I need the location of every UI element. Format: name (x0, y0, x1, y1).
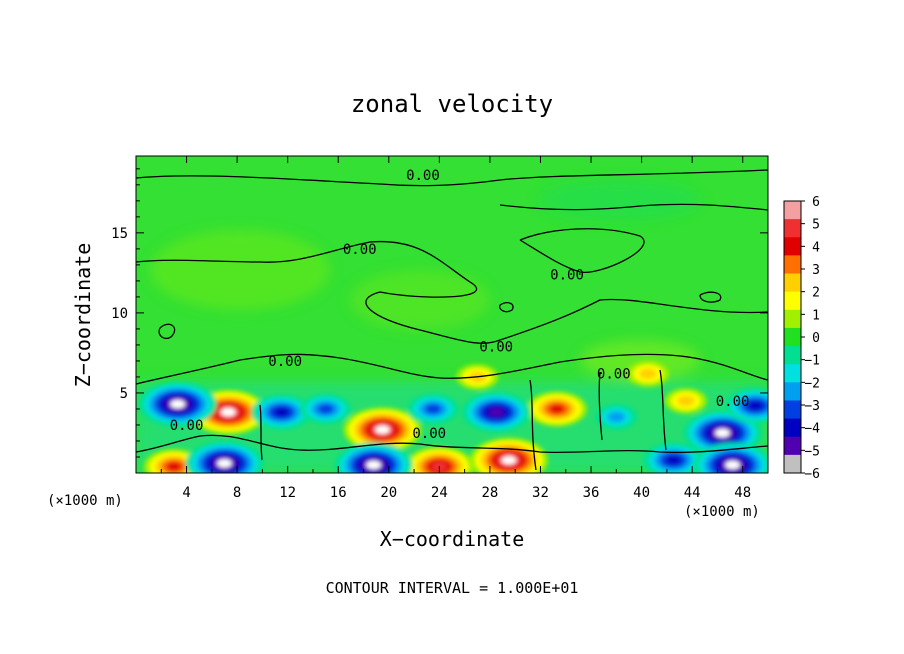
contour-label: 0.00 (412, 426, 446, 442)
velocity-feature-negative (725, 388, 768, 424)
colorbar-tick-label: 0 (812, 331, 820, 346)
x-tick-label: 20 (380, 485, 397, 501)
colorbar-swatch (784, 237, 801, 256)
colorbar-tick-label: 2 (812, 286, 820, 301)
colorbar-swatch (784, 291, 801, 311)
contour-label: 0.00 (479, 340, 513, 356)
x-tick-label: 48 (734, 485, 751, 501)
velocity-feature-positive (664, 388, 707, 414)
contour-line (699, 291, 722, 303)
x-axis-label: X−coordinate (380, 527, 525, 551)
colorbar-swatch (784, 219, 801, 238)
contour-label: 0.00 (406, 168, 440, 184)
y-tick-label: 5 (120, 386, 128, 402)
colorbar-swatch (784, 309, 801, 329)
contour-label: 0.00 (597, 367, 631, 383)
chart-title: zonal velocity (351, 90, 553, 118)
velocity-feature-negative (300, 393, 352, 425)
velocity-feature-negative (595, 404, 638, 430)
colorbar-tick-label: 5 (812, 218, 820, 233)
contour-line (529, 379, 537, 471)
colorbar-tick-label: 4 (812, 240, 820, 255)
x-axis: 4 8 12 16 20 24 28 32 36 40 44 48 (160, 156, 751, 501)
colorbar-swatch (784, 400, 801, 420)
colorbar-tick-label: −4 (804, 422, 820, 437)
contour-label: 0.00 (716, 394, 750, 410)
colorbar-swatch (784, 364, 801, 383)
colorbar-tick-label: 6 (812, 195, 820, 210)
contour-line (519, 228, 645, 273)
x-tick-label: 8 (233, 485, 241, 501)
x-unit-left: (×1000 m) (47, 493, 123, 509)
y-tick-label: 10 (111, 306, 128, 322)
contour-label: 0.00 (343, 242, 377, 258)
y-tick-label: 15 (111, 226, 128, 242)
contour-line (136, 169, 768, 187)
contour-label: 0.00 (268, 354, 302, 370)
colorbar-tick-label: 1 (812, 308, 820, 323)
x-tick-label: 28 (481, 485, 498, 501)
colorbar-tick-label: 3 (812, 263, 820, 278)
contour-label: 0.00 (170, 418, 204, 434)
contour-line (136, 434, 768, 454)
colorbar-swatch (784, 201, 801, 220)
contour-labels: 0.00 0.00 0.00 0.00 0.00 0.00 0.00 0.00 0.00 (170, 168, 750, 442)
heatmap-field (135, 155, 769, 474)
velocity-feature-positive (404, 446, 474, 473)
colorbar-tick-label: −5 (804, 444, 820, 459)
colorbar-swatch (784, 346, 801, 365)
velocity-feature-positive (343, 407, 422, 453)
velocity-feature-negative (407, 393, 459, 425)
x-tick-label: 16 (330, 485, 347, 501)
x-tick-label: 40 (633, 485, 650, 501)
y-axis-label: Z−coordinate (71, 243, 95, 388)
colorbar-swatch (784, 436, 801, 456)
colorbar-swatch (784, 418, 801, 438)
velocity-feature-positive (626, 360, 669, 387)
zero-contours (136, 169, 768, 471)
colorbar-tick-label: −2 (804, 376, 820, 391)
x-unit-right: (×1000 m) (684, 504, 760, 520)
x-tick-label: 24 (431, 485, 448, 501)
velocity-feature-negative (334, 442, 413, 473)
contour-line (499, 302, 514, 313)
colorbar-tick-label: −3 (804, 399, 820, 414)
contour-line (659, 369, 667, 451)
x-tick-label: 4 (182, 485, 190, 501)
x-tick-label: 36 (583, 485, 600, 501)
colorbar-tick-label: −6 (804, 467, 820, 482)
y-axis: 5 10 15 (111, 168, 768, 458)
velocity-feature-positive (469, 437, 548, 473)
colorbar: 6 5 4 3 2 1 0 −1 −2 −3 −4 −5 −6 (783, 195, 820, 482)
contour-line (598, 371, 603, 441)
velocity-feature-negative (185, 441, 264, 473)
colorbar-swatch (784, 273, 801, 293)
contour-label: 0.00 (550, 267, 584, 283)
colorbar-swatch (784, 382, 801, 401)
contour-interval-text: CONTOUR INTERVAL = 1.000E+01 (326, 579, 579, 597)
velocity-feature-positive (526, 391, 587, 427)
colorbar-swatch (784, 327, 801, 347)
contour-line (158, 323, 176, 340)
velocity-feature-negative (138, 381, 217, 427)
x-tick-label: 32 (532, 485, 549, 501)
contour-line (136, 353, 768, 385)
x-tick-label: 44 (684, 485, 701, 501)
velocity-feature-negative (461, 392, 531, 433)
velocity-feature-negative (251, 394, 312, 430)
colorbar-tick-label: −1 (804, 354, 820, 369)
x-tick-label: 12 (279, 485, 296, 501)
contour-line (499, 203, 768, 211)
contour-line (259, 404, 263, 461)
colorbar-swatch (784, 454, 801, 474)
contour-line (136, 240, 768, 344)
colorbar-swatch (784, 255, 801, 275)
